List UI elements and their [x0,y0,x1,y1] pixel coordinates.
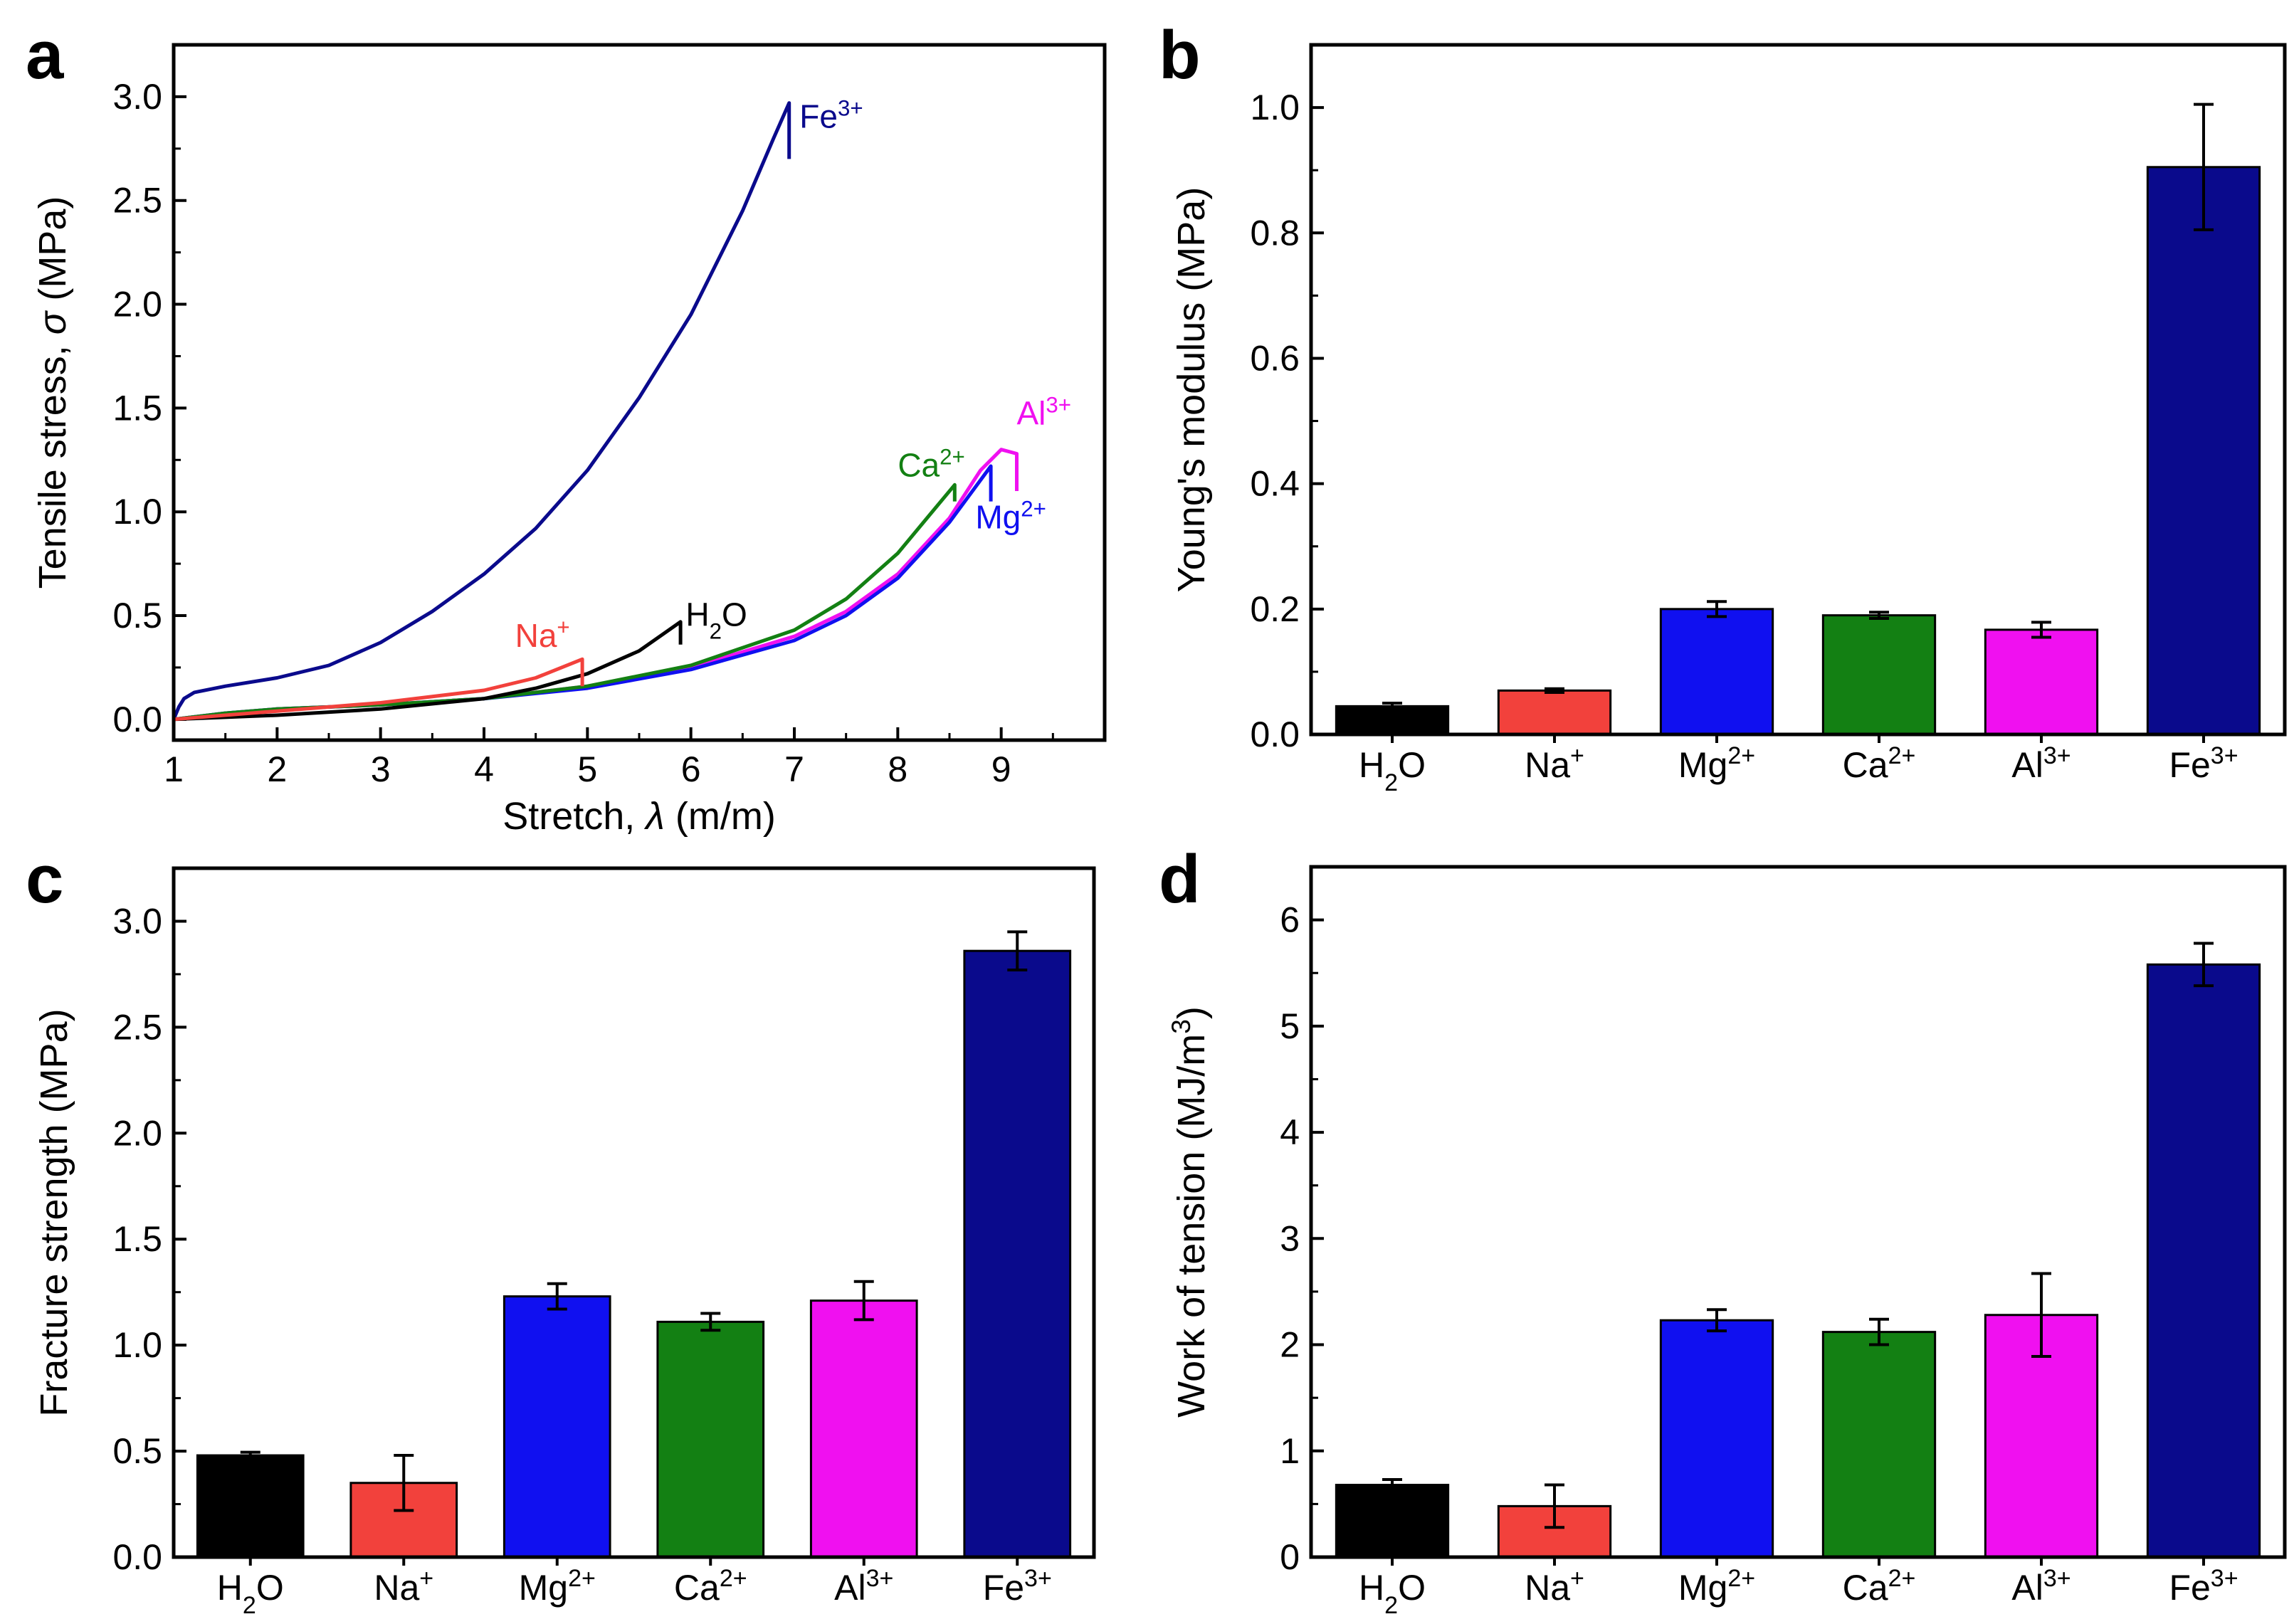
x-tick-label-a: 8 [888,749,907,789]
series-label-Ca: Ca2+ [898,444,964,484]
bar-Ca [656,1320,765,1559]
panel-d-work-of-tension-chart: 0 1 2 3 4 5 6 H2O Na+ Mg2+ Ca2+ Al3+ Fe3+ Work of ten… [1159,841,2287,1619]
y-tick-label-b: 0.4 [1250,464,1300,504]
bar-H2O [196,1454,305,1559]
x-tick-label-a: 3 [371,749,391,789]
category-label-Ca: Ca2+ [1843,742,1916,785]
y-tick-label-a: 0.0 [112,700,162,739]
category-label-Ca: Ca2+ [1843,1565,1916,1608]
bar-Fe [2146,963,2261,1559]
y-tick-label-c: 3.0 [112,901,162,941]
y-axis-title-d: Work of tension (MJ/m3) [1167,1006,1214,1418]
y-tick-label-d: 6 [1280,900,1300,940]
panel-c-fracture-strength-chart: 0.0 0.5 1.0 1.5 2.0 2.5 3.0 H2O Na+ Mg2+ Ca2+ Al3+ F… [26,841,1096,1619]
y-tick-label-d: 1 [1280,1431,1300,1471]
bar-Fe [963,949,1072,1559]
category-label-Fe: Fe3+ [2169,1565,2238,1608]
bar-Al [1984,628,2099,736]
category-label-Al: Al3+ [2011,1565,2071,1608]
y-axis-title-a: Tensile stress, σ (MPa) [31,196,74,589]
series-line-Na [173,657,584,722]
category-label-Na: Na+ [1525,1565,1584,1608]
y-tick-label-a: 0.5 [112,596,162,636]
series-line-Fe [172,101,791,720]
y-tick-label-c: 1.0 [112,1325,162,1365]
plot-frame-a [172,43,1107,742]
panel-letter-a: a [26,17,64,93]
x-tick-label-a: 7 [784,749,804,789]
bar-Al [809,1299,918,1559]
x-tick-label-a: 5 [577,749,597,789]
y-tick-label-b: 0.6 [1250,338,1300,378]
x-tick-label-a: 4 [474,749,494,789]
bar-H2O [1335,1484,1450,1559]
y-tick-label-a: 1.0 [112,492,162,532]
y-tick-label-b: 0.8 [1250,213,1300,253]
x-tick-label-a: 6 [681,749,701,789]
category-label-H2O: H2O [1359,745,1426,796]
bar-H2O [1335,705,1450,736]
panel-b-youngs-modulus-chart: 0.0 0.2 0.4 0.6 0.8 1.0 H2O Na+ Mg2+ Ca2+ Al3+ Fe3+… [1159,17,2287,796]
y-tick-label-d: 2 [1280,1325,1300,1365]
y-tick-label-c: 0.5 [112,1431,162,1471]
plot-frame-b [1309,43,2287,737]
bar-Mg [1659,608,1774,736]
bar-Mg [1659,1319,1774,1559]
y-tick-label-a: 2.0 [112,285,162,325]
x-tick-label-a: 1 [164,749,184,789]
bar-Fe [2146,166,2261,736]
panel-letter-c: c [26,841,63,917]
category-label-Al: Al3+ [834,1565,893,1608]
series-label-Fe: Fe3+ [799,95,863,135]
series-label-Al: Al3+ [1016,392,1071,432]
y-tick-label-a: 1.5 [112,388,162,428]
y-tick-label-b: 0.2 [1250,589,1300,629]
panel-letter-b: b [1159,17,1201,93]
series-label-Na: Na+ [515,614,570,654]
series-line-H2O [173,620,683,722]
series-label-Mg: Mg2+ [975,496,1046,536]
y-axis-title-b: Young's modulus (MPa) [1170,187,1213,593]
x-tick-label-a: 9 [991,749,1011,789]
plot-frame-d [1309,865,2287,1559]
category-label-Mg: Mg2+ [519,1565,596,1608]
y-tick-label-d: 5 [1280,1006,1300,1046]
category-label-Na: Na+ [374,1565,433,1608]
y-tick-label-c: 2.5 [112,1007,162,1047]
series-line-Ca [173,483,957,722]
category-label-Mg: Mg2+ [1678,1565,1755,1608]
bar-Na [1497,689,1612,736]
y-tick-label-b: 1.0 [1250,88,1300,127]
x-axis-title-a: Stretch, λ (m/m) [503,795,776,838]
y-tick-label-c: 0.0 [112,1537,162,1577]
bar-Mg [503,1295,611,1559]
category-label-Fe: Fe3+ [983,1565,1052,1608]
panel-letter-d: d [1159,841,1201,917]
category-label-Ca: Ca2+ [674,1565,747,1608]
y-tick-label-a: 2.5 [112,181,162,221]
y-tick-label-a: 3.0 [112,77,162,117]
category-label-Fe: Fe3+ [2169,742,2238,785]
y-axis-title-c: Fracture strength (MPa) [33,1008,75,1416]
category-label-Mg: Mg2+ [1678,742,1755,785]
category-label-H2O: H2O [1359,1568,1426,1619]
bar-Ca [1821,614,1937,736]
category-label-H2O: H2O [217,1568,284,1619]
plot-frame-c [172,866,1096,1559]
panel-a-stress-strain-chart: 1 2 3 4 5 6 7 8 9 0.0 0.5 1.0 1.5 2.0 2.5 3.0 Fe3+ Al3+ Mg… [26,17,1107,838]
category-label-Na: Na+ [1525,742,1584,785]
y-tick-label-c: 2.0 [112,1113,162,1153]
y-tick-label-d: 0 [1280,1537,1300,1577]
bar-Ca [1821,1331,1937,1559]
x-tick-label-a: 2 [267,749,287,789]
series-label-H2O: H2O [685,596,747,644]
category-label-Al: Al3+ [2011,742,2071,785]
y-tick-label-c: 1.5 [112,1219,162,1259]
y-tick-label-d: 4 [1280,1112,1300,1152]
y-tick-label-b: 0.0 [1250,715,1300,754]
y-tick-label-d: 3 [1280,1218,1300,1258]
